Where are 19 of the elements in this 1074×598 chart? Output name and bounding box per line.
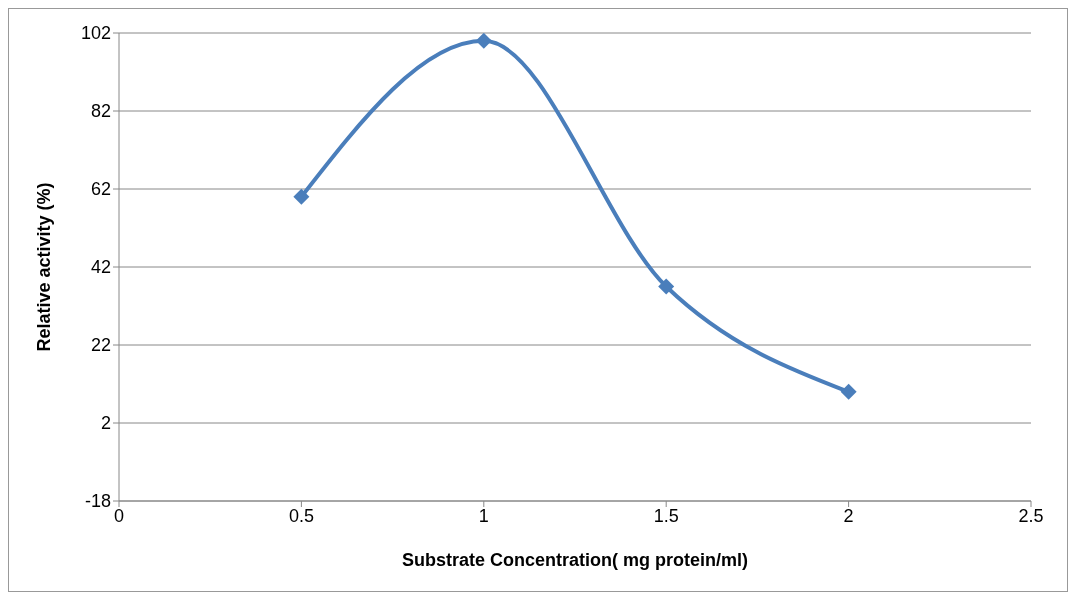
- x-tick-label: 0: [113, 505, 125, 526]
- y-tick-label: 82: [90, 101, 111, 122]
- y-tick-label: 2: [100, 413, 111, 434]
- y-tick-label: 102: [80, 23, 111, 44]
- y-tick-label: -18: [84, 491, 111, 512]
- y-tick-label: 22: [90, 335, 111, 356]
- point: [840, 383, 857, 400]
- y-tick-label: 42: [90, 257, 111, 278]
- x-tick-label: 1.5: [653, 505, 679, 526]
- y-axis-title: Relative activity (%): [34, 182, 55, 352]
- x-axis-title: Substrate Concentration( mg protein/ml): [401, 550, 749, 570]
- x-tick-label: 2: [843, 505, 854, 526]
- point: [293, 188, 310, 205]
- point: [475, 33, 492, 49]
- point: [658, 278, 675, 295]
- x-tick-label: 0.5: [288, 505, 314, 526]
- x-tick-label: 1: [478, 505, 489, 526]
- x-tick-label: 2.5: [1018, 505, 1044, 526]
- y-tick-label: 62: [90, 179, 111, 200]
